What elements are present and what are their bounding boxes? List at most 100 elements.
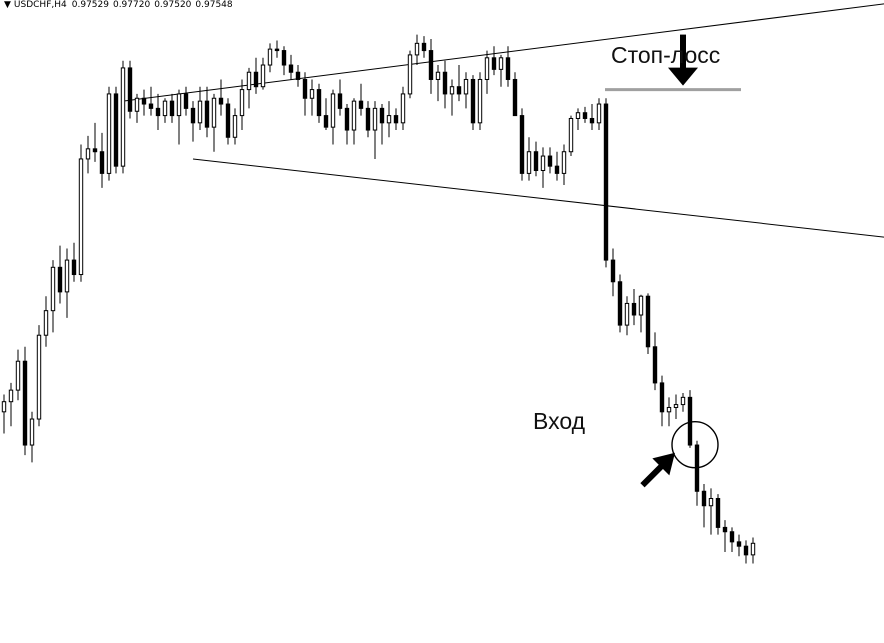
- bullish-candle-body: [666, 406, 672, 413]
- bearish-candle-body: [533, 151, 539, 172]
- bearish-candle-body: [701, 490, 707, 507]
- bearish-candle-body: [127, 67, 133, 112]
- bearish-candle-body: [589, 117, 595, 124]
- candle: [442, 60, 448, 109]
- candle: [141, 89, 147, 116]
- bullish-candle-body: [526, 151, 532, 174]
- candle: [274, 40, 280, 58]
- candle: [386, 101, 392, 138]
- bullish-candle-body: [372, 107, 378, 131]
- candle: [400, 86, 406, 131]
- bullish-candle-body: [78, 158, 84, 276]
- candle: [127, 60, 133, 119]
- candle: [148, 86, 154, 116]
- candle: [337, 79, 343, 116]
- candle: [120, 60, 126, 174]
- bullish-candle-body: [351, 100, 357, 131]
- bearish-candle-body: [610, 259, 616, 283]
- bearish-candle-body: [365, 107, 371, 131]
- bearish-candle-body: [344, 107, 350, 131]
- bearish-candle-body: [729, 531, 735, 543]
- bearish-candle-body: [190, 107, 196, 124]
- candle: [708, 488, 714, 535]
- bullish-candle-body: [1, 401, 7, 413]
- bullish-candle-body: [386, 115, 392, 124]
- low-price: 0.97520: [154, 0, 192, 10]
- bearish-candle-body: [603, 103, 609, 261]
- triangle-down-icon[interactable]: ▼: [4, 0, 11, 10]
- candle: [435, 65, 441, 102]
- candle: [113, 86, 119, 174]
- bearish-candle-body: [358, 100, 364, 109]
- candle: [638, 294, 644, 333]
- bearish-candle-body: [99, 151, 105, 174]
- candle: [589, 104, 595, 131]
- candle: [225, 98, 231, 145]
- bearish-candle-body: [645, 295, 651, 348]
- bullish-candle-body: [568, 117, 574, 153]
- candle: [666, 397, 672, 427]
- candle: [288, 54, 294, 80]
- bearish-candle-body: [715, 498, 721, 528]
- candle: [463, 72, 469, 109]
- bearish-candle-body: [22, 360, 28, 446]
- candle: [232, 108, 238, 145]
- candle: [526, 137, 532, 181]
- entry-label: Вход: [533, 408, 586, 434]
- bearish-candle-body: [204, 100, 210, 128]
- candle: [750, 537, 756, 564]
- bullish-candle-body: [575, 112, 581, 119]
- bullish-candle-body: [435, 71, 441, 80]
- bearish-candle-body: [155, 107, 161, 117]
- symbol-timeframe: USDCHF,H4: [13, 0, 67, 10]
- candle: [645, 293, 651, 355]
- bearish-candle-body: [631, 302, 637, 316]
- candle: [414, 34, 420, 66]
- candle: [736, 534, 742, 557]
- bearish-candle-body: [456, 86, 462, 95]
- candle: [295, 65, 301, 87]
- candle: [554, 151, 560, 181]
- candle: [78, 144, 84, 282]
- candle: [456, 65, 462, 102]
- candle: [43, 296, 49, 347]
- bullish-candle-body: [120, 67, 126, 167]
- candle: [36, 325, 42, 427]
- bullish-candle-body: [400, 93, 406, 124]
- candle: [197, 86, 203, 131]
- candle: [631, 288, 637, 326]
- stop-loss-arrow: [668, 34, 698, 86]
- candle: [316, 83, 322, 123]
- bullish-candle-body: [330, 93, 336, 128]
- high-price: 0.97720: [112, 0, 151, 10]
- candle: [449, 79, 455, 116]
- bullish-candle-body: [267, 48, 273, 66]
- close-price: 0.97548: [195, 0, 233, 10]
- candle: [372, 101, 378, 159]
- candle: [365, 101, 371, 138]
- candle: [309, 79, 315, 116]
- candle: [596, 98, 602, 131]
- bearish-candle-body: [337, 93, 343, 109]
- bullish-candle-body: [50, 266, 56, 312]
- candle: [64, 248, 70, 318]
- bearish-candle-body: [659, 382, 665, 413]
- bearish-candle-body: [652, 346, 658, 384]
- candle: [22, 346, 28, 456]
- bearish-candle-body: [218, 97, 224, 105]
- candle: [687, 390, 693, 448]
- bearish-candle-body: [71, 259, 77, 276]
- candle: [323, 98, 329, 131]
- candle: [512, 72, 518, 117]
- bearish-candle-body: [736, 541, 742, 547]
- bearish-candle-body: [253, 71, 259, 88]
- bullish-candle-body: [750, 542, 756, 556]
- candle: [680, 393, 686, 412]
- bearish-candle-body: [722, 526, 728, 533]
- candle: [722, 520, 728, 552]
- candle: [218, 79, 224, 116]
- candle: [246, 67, 252, 109]
- candle: [603, 98, 609, 268]
- candle: [358, 83, 364, 116]
